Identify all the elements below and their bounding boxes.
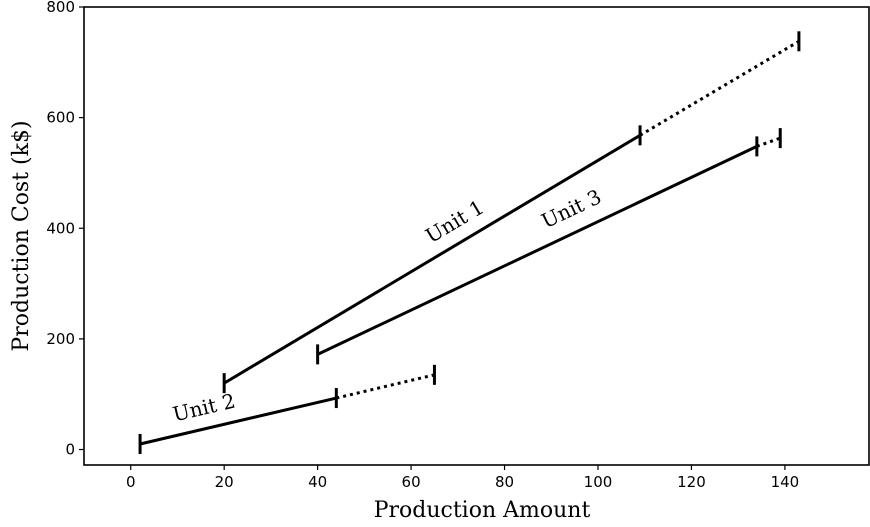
series-3: Unit 3 bbox=[316, 128, 782, 365]
series-1: Unit 1 bbox=[222, 31, 801, 394]
series-dotted-line bbox=[335, 373, 435, 400]
y-tick-label: 400 bbox=[46, 219, 75, 237]
series-dotted-line bbox=[756, 136, 781, 148]
x-tick-label: 60 bbox=[402, 473, 421, 491]
x-tick-label: 80 bbox=[495, 473, 514, 491]
series-solid-line bbox=[316, 145, 758, 356]
series-layer: Unit 1 Unit 2 Unit 3 bbox=[138, 31, 801, 454]
x-tick-label: 40 bbox=[308, 473, 327, 491]
y-axis-ticks: 0 200 400 600 800 bbox=[46, 0, 84, 459]
y-tick-label: 0 bbox=[65, 441, 75, 459]
y-tick-label: 600 bbox=[46, 109, 75, 127]
y-tick-label: 200 bbox=[46, 330, 75, 348]
x-axis-ticks: 0 20 40 60 80 100 120 140 bbox=[126, 465, 799, 491]
y-axis-title: Production Cost (k$) bbox=[9, 120, 34, 351]
x-axis-title: Production Amount bbox=[374, 498, 591, 523]
series-solid-line bbox=[139, 396, 337, 446]
series-2: Unit 2 bbox=[138, 364, 436, 454]
plot-frame bbox=[83, 6, 870, 466]
series-label: Unit 2 bbox=[170, 389, 237, 427]
x-tick-label: 0 bbox=[126, 473, 136, 491]
plot-area bbox=[83, 6, 870, 466]
x-tick-label: 100 bbox=[584, 473, 613, 491]
series-dotted-line bbox=[639, 40, 800, 137]
series-solid-line bbox=[223, 134, 641, 385]
x-tick-label: 20 bbox=[215, 473, 234, 491]
y-tick-label: 800 bbox=[46, 0, 75, 16]
x-tick-label: 120 bbox=[677, 473, 706, 491]
series-label: Unit 1 bbox=[421, 195, 488, 248]
x-tick-label: 140 bbox=[771, 473, 800, 491]
